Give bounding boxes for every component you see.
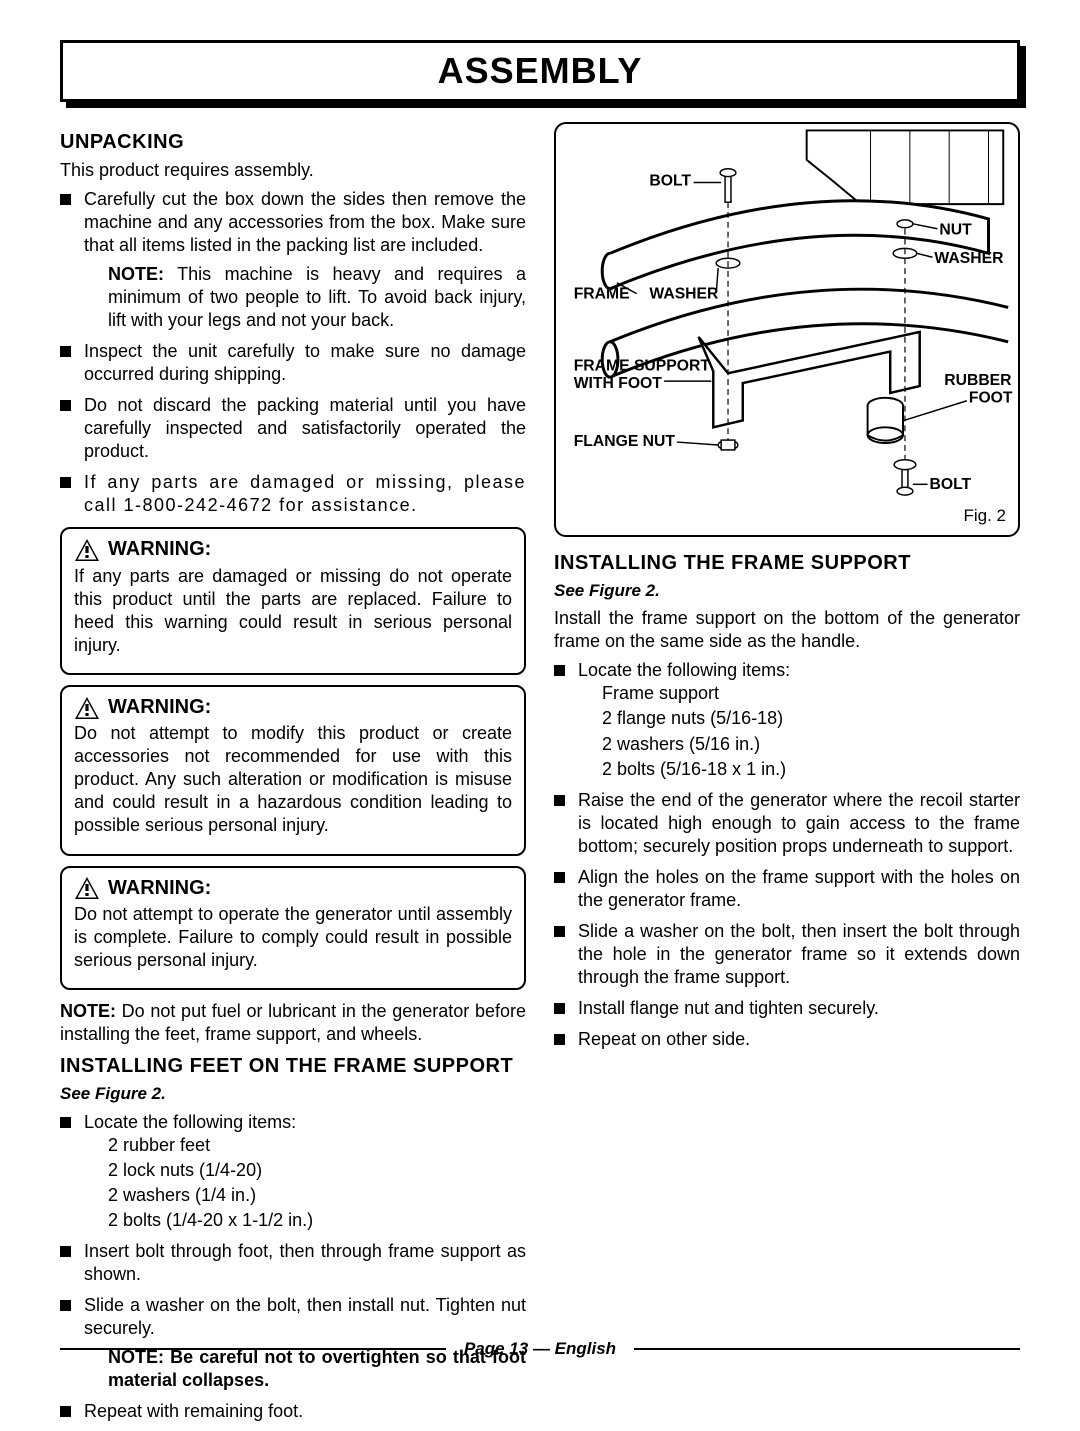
note-text: This machine is heavy and requires a min… (108, 264, 526, 330)
feet-step: Locate the following items: 2 rubber fee… (60, 1111, 526, 1232)
warning-text: If any parts are damaged or missing do n… (74, 565, 512, 657)
unpack-step: Do not discard the packing material unti… (60, 394, 526, 463)
label-support-2: WITH FOOT (574, 375, 663, 392)
heading-feet: INSTALLING FEET ON THE FRAME SUPPORT (60, 1054, 526, 1080)
note-label: NOTE: (108, 264, 164, 284)
label-washer-right: WASHER (934, 250, 1004, 267)
intro-text: This product requires assembly. (60, 159, 526, 182)
label-bolt: BOLT (649, 172, 691, 189)
warning-heading: WARNING: (108, 876, 211, 902)
text: Locate the following items: (578, 660, 790, 680)
warning-icon (74, 876, 100, 900)
label-support-1: FRAME SUPPORT (574, 357, 711, 374)
see-figure: See Figure 2. (554, 580, 1020, 602)
label-nut: NUT (939, 222, 972, 239)
text: Slide a washer on the bolt, then install… (84, 1295, 526, 1338)
note-paragraph: NOTE: Do not put fuel or lubricant in th… (60, 1000, 526, 1046)
support-step: Slide a washer on the bolt, then insert … (554, 920, 1020, 989)
label-flange: FLANGE NUT (574, 433, 676, 450)
figure-2: BOLT NUT WASHER FRAME WASHER FRAME SUPPO… (554, 122, 1020, 537)
warning-box: WARNING: If any parts are damaged or mis… (60, 527, 526, 675)
warning-box: WARNING: Do not attempt to operate the g… (60, 866, 526, 991)
page-footer: Page 13 — English (60, 1339, 1020, 1359)
right-column: BOLT NUT WASHER FRAME WASHER FRAME SUPPO… (554, 122, 1020, 1431)
feet-step: Repeat with remaining foot. (60, 1400, 526, 1423)
note-text: Do not put fuel or lubricant in the gene… (60, 1001, 526, 1044)
support-step: Repeat on other side. (554, 1028, 1020, 1051)
item: 2 washers (1/4 in.) (108, 1184, 526, 1207)
label-washer-left: WASHER (649, 286, 719, 303)
assembly-diagram: BOLT NUT WASHER FRAME WASHER FRAME SUPPO… (556, 124, 1018, 535)
item: 2 bolts (5/16-18 x 1 in.) (602, 758, 1020, 781)
figure-caption: Fig. 2 (963, 505, 1006, 527)
support-step: Locate the following items: Frame suppor… (554, 659, 1020, 780)
footer-line (60, 1348, 446, 1351)
unpack-step: If any parts are damaged or missing, ple… (60, 471, 526, 517)
item: 2 washers (5/16 in.) (602, 733, 1020, 756)
label-rubber-1: RUBBER (944, 372, 1012, 389)
label-bolt2: BOLT (930, 476, 972, 493)
label-frame: FRAME (574, 286, 630, 303)
unpack-step: Inspect the unit carefully to make sure … (60, 340, 526, 386)
feet-step: Insert bolt through foot, then through f… (60, 1240, 526, 1286)
support-items: Frame support 2 flange nuts (5/16-18) 2 … (578, 682, 1020, 780)
support-step: Raise the end of the generator where the… (554, 789, 1020, 858)
item: 2 bolts (1/4-20 x 1-1/2 in.) (108, 1209, 526, 1232)
warning-text: Do not attempt to modify this product or… (74, 722, 512, 837)
support-step: Install flange nut and tighten securely. (554, 997, 1020, 1020)
item: 2 rubber feet (108, 1134, 526, 1157)
text: Locate the following items: (84, 1112, 296, 1132)
text: Carefully cut the box down the sides the… (84, 189, 526, 255)
item: 2 flange nuts (5/16-18) (602, 707, 1020, 730)
footer-line (634, 1348, 1020, 1351)
page-title: ASSEMBLY (438, 50, 643, 92)
warning-text: Do not attempt to operate the generator … (74, 903, 512, 972)
note-label: NOTE: (60, 1001, 116, 1021)
unpack-step: Carefully cut the box down the sides the… (60, 188, 526, 332)
warning-icon (74, 696, 100, 720)
item: 2 lock nuts (1/4-20) (108, 1159, 526, 1182)
warning-heading: WARNING: (108, 537, 211, 563)
heading-support: INSTALLING THE FRAME SUPPORT (554, 551, 1020, 577)
left-column: UNPACKING This product requires assembly… (60, 122, 526, 1431)
item: Frame support (602, 682, 1020, 705)
footer-text: Page 13 — English (464, 1339, 616, 1359)
label-rubber-2: FOOT (969, 390, 1013, 407)
warning-box: WARNING: Do not attempt to modify this p… (60, 685, 526, 856)
warning-icon (74, 538, 100, 562)
warning-heading: WARNING: (108, 695, 211, 721)
support-step: Align the holes on the frame support wit… (554, 866, 1020, 912)
see-figure: See Figure 2. (60, 1083, 526, 1105)
feet-items: 2 rubber feet 2 lock nuts (1/4-20) 2 was… (84, 1134, 526, 1232)
title-banner: ASSEMBLY (60, 40, 1020, 102)
heading-unpacking: UNPACKING (60, 130, 526, 156)
support-intro: Install the frame support on the bottom … (554, 607, 1020, 653)
